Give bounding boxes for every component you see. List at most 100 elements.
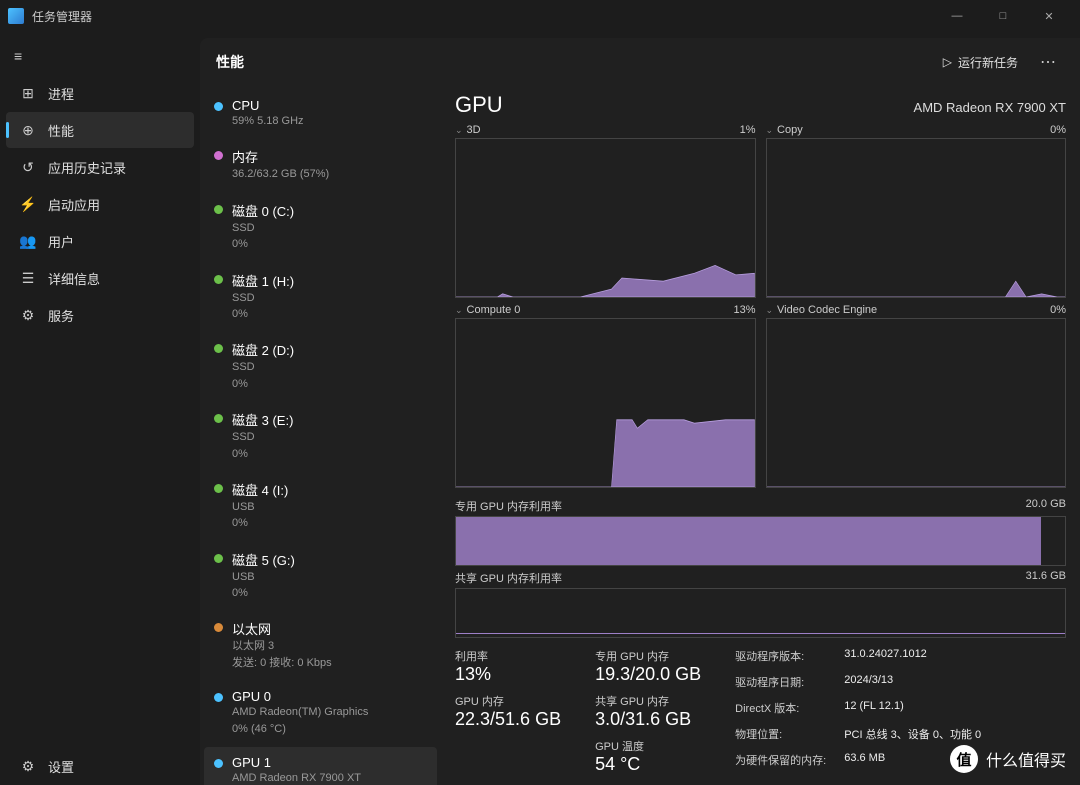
chart-copy-label: Copy: [777, 124, 803, 136]
nav-label: 性能: [48, 121, 74, 140]
chart-compute-label: Compute 0: [467, 304, 521, 316]
chart-3d-label: 3D: [467, 124, 481, 136]
nav-item-2[interactable]: ↺ 应用历史记录: [6, 149, 194, 185]
gear-icon: ⚙: [20, 758, 36, 775]
chart-copy-pct: 0%: [1050, 124, 1066, 136]
watermark: 值 什么值得买: [950, 745, 1066, 773]
status-dot: [214, 344, 223, 353]
nav-label: 应用历史记录: [48, 158, 126, 177]
perf-name: GPU 0: [232, 689, 427, 704]
nav-label: 详细信息: [48, 269, 100, 288]
status-dot: [214, 484, 223, 493]
nav-label: 服务: [48, 306, 74, 325]
close-button[interactable]: ✕: [1026, 0, 1072, 32]
nav-item-4[interactable]: 👥 用户: [6, 223, 194, 259]
nav-icon: ⊕: [20, 122, 36, 139]
nav-icon: 👥: [20, 233, 36, 250]
nav-settings-label: 设置: [48, 757, 74, 776]
perf-item-d4[interactable]: 磁盘 4 (I:)USB0%: [204, 472, 437, 540]
run-label: 运行新任务: [958, 54, 1018, 71]
status-dot: [214, 205, 223, 214]
chevron-down-icon[interactable]: ⌄: [455, 125, 463, 135]
status-dot: [214, 102, 223, 111]
shared-mem-label: 共享 GPU 内存利用率: [455, 570, 562, 586]
chart-3d-pct: 1%: [740, 124, 756, 136]
chart-compute-pct: 13%: [733, 304, 755, 316]
perf-name: 磁盘 1 (H:): [232, 271, 427, 290]
nav-icon: ☰: [20, 270, 36, 287]
perf-name: 磁盘 4 (I:): [232, 480, 427, 499]
tab-title: 性能: [216, 52, 244, 72]
nav-icon: ⊞: [20, 85, 36, 102]
nav-icon: ⚙: [20, 307, 36, 324]
app-icon: [8, 8, 24, 24]
perf-item-d5[interactable]: 磁盘 5 (G:)USB0%: [204, 542, 437, 610]
stat-block: GPU 内存22.3/51.6 GB: [455, 693, 561, 730]
chart-video-pct: 0%: [1050, 304, 1066, 316]
nav-item-6[interactable]: ⚙ 服务: [6, 297, 194, 333]
app-title: 任务管理器: [32, 8, 92, 25]
perf-item-mem[interactable]: 内存36.2/63.2 GB (57%): [204, 139, 437, 190]
perf-name: 内存: [232, 147, 427, 166]
nav-icon: ⚡: [20, 196, 36, 213]
chevron-down-icon[interactable]: ⌄: [766, 125, 774, 135]
left-nav: ≡ ⊞ 进程 ⊕ 性能 ↺ 应用历史记录 ⚡ 启动应用 👥 用户 ☰ 详细信息 ⚙ 服务 ⚙ 设置: [0, 32, 200, 785]
gpu-info-grid: 驱动程序版本:31.0.24027.1012驱动程序日期:2024/3/13Di…: [735, 648, 981, 775]
perf-name: 磁盘 5 (G:): [232, 550, 427, 569]
nav-label: 启动应用: [48, 195, 100, 214]
perf-item-g0[interactable]: GPU 0AMD Radeon(TM) Graphics0% (46 °C): [204, 681, 437, 745]
status-dot: [214, 623, 223, 632]
chart-video-label: Video Codec Engine: [777, 304, 877, 316]
performance-list: CPU59% 5.18 GHz内存36.2/63.2 GB (57%)磁盘 0 …: [200, 86, 445, 785]
perf-item-d2[interactable]: 磁盘 2 (D:)SSD0%: [204, 332, 437, 400]
content-pane: 性能 ▷ 运行新任务 ⋯ CPU59% 5.18 GHz内存36.2/63.2 …: [200, 38, 1080, 785]
status-dot: [214, 275, 223, 284]
status-dot: [214, 693, 223, 702]
nav-item-3[interactable]: ⚡ 启动应用: [6, 186, 194, 222]
perf-item-cpu[interactable]: CPU59% 5.18 GHz: [204, 90, 437, 137]
status-dot: [214, 151, 223, 160]
perf-name: 以太网: [232, 619, 427, 638]
status-dot: [214, 554, 223, 563]
perf-item-eth[interactable]: 以太网以太网 3发送: 0 接收: 0 Kbps: [204, 611, 437, 679]
perf-item-g1[interactable]: GPU 1AMD Radeon RX 7900 XT13% (54 °C): [204, 747, 437, 785]
chart-video: [766, 318, 1067, 488]
chevron-down-icon[interactable]: ⌄: [766, 305, 774, 315]
perf-name: GPU 1: [232, 755, 427, 770]
nav-item-1[interactable]: ⊕ 性能: [6, 112, 194, 148]
detail-title: GPU: [455, 92, 503, 118]
gpu-model: AMD Radeon RX 7900 XT: [914, 100, 1066, 115]
run-new-task-button[interactable]: ▷ 运行新任务: [943, 54, 1018, 71]
gpu-detail: GPU AMD Radeon RX 7900 XT ⌄ 3D 1%: [445, 86, 1080, 785]
perf-name: CPU: [232, 98, 427, 113]
nav-label: 用户: [48, 232, 74, 251]
chart-3d: [455, 138, 756, 298]
perf-name: 磁盘 3 (E:): [232, 410, 427, 429]
shared-mem-max: 31.6 GB: [1026, 570, 1066, 586]
run-icon: ▷: [943, 55, 952, 69]
nav-label: 进程: [48, 84, 74, 103]
nav-settings[interactable]: ⚙ 设置: [6, 748, 194, 784]
stat-block: 利用率13%: [455, 648, 561, 685]
perf-item-d3[interactable]: 磁盘 3 (E:)SSD0%: [204, 402, 437, 470]
hamburger-icon[interactable]: ≡: [0, 38, 200, 74]
nav-item-0[interactable]: ⊞ 进程: [6, 75, 194, 111]
dedicated-mem-bar: [455, 516, 1066, 566]
watermark-badge: 值: [950, 745, 978, 773]
perf-item-d0[interactable]: 磁盘 0 (C:)SSD0%: [204, 193, 437, 261]
perf-name: 磁盘 2 (D:): [232, 340, 427, 359]
maximize-button[interactable]: □: [980, 0, 1026, 32]
minimize-button[interactable]: —: [934, 0, 980, 32]
more-button[interactable]: ⋯: [1032, 48, 1064, 76]
dedicated-mem-label: 专用 GPU 内存利用率: [455, 498, 562, 514]
nav-icon: ↺: [20, 159, 36, 176]
stat-block: 专用 GPU 内存19.3/20.0 GB: [595, 648, 701, 685]
watermark-text: 什么值得买: [986, 747, 1066, 771]
nav-item-5[interactable]: ☰ 详细信息: [6, 260, 194, 296]
chart-compute: [455, 318, 756, 488]
chart-copy: [766, 138, 1067, 298]
stat-block: 共享 GPU 内存3.0/31.6 GB: [595, 693, 701, 730]
perf-item-d1[interactable]: 磁盘 1 (H:)SSD0%: [204, 263, 437, 331]
status-dot: [214, 759, 223, 768]
chevron-down-icon[interactable]: ⌄: [455, 305, 463, 315]
